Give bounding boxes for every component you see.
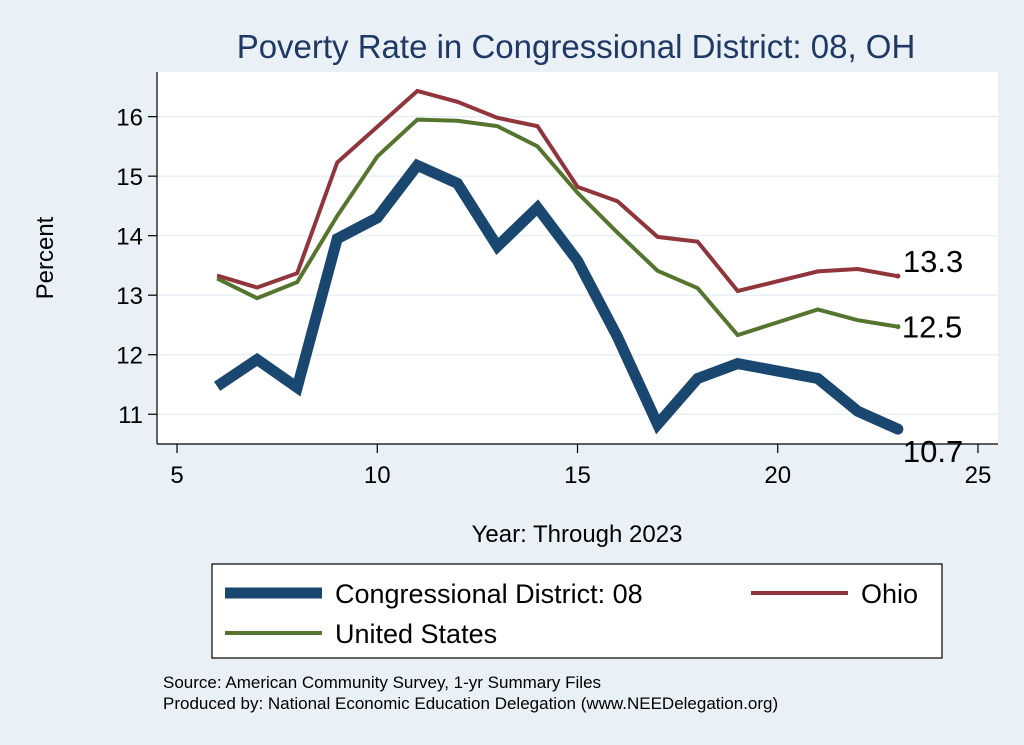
x-ticks: 5 10 15 20 25 bbox=[170, 444, 991, 489]
y-axis-label: Percent bbox=[32, 216, 59, 299]
legend: Congressional District: 08 Ohio United S… bbox=[211, 563, 943, 659]
y-ticks: 11 12 13 14 15 16 bbox=[116, 105, 157, 429]
y-tick-label-13: 13 bbox=[116, 283, 143, 310]
x-tick-label-10: 10 bbox=[364, 462, 391, 489]
y-tick-label-11: 11 bbox=[118, 402, 143, 429]
end-labels: 12.5 13.3 10.7 bbox=[902, 244, 963, 469]
legend-label-district: Congressional District: 08 bbox=[335, 579, 643, 609]
y-tick-label-16: 16 bbox=[116, 105, 143, 132]
series-end-marker-congressional-district-08 bbox=[892, 423, 904, 435]
x-tick-label-25: 25 bbox=[965, 462, 992, 489]
end-label-congressional-district-08: 10.7 bbox=[903, 434, 963, 469]
legend-label-ohio: Ohio bbox=[861, 579, 918, 609]
end-label-united-states: 12.5 bbox=[902, 310, 962, 345]
series-end-marker-ohio bbox=[895, 273, 901, 279]
y-tick-label-15: 15 bbox=[116, 164, 143, 191]
producer-line: Produced by: National Economic Education… bbox=[163, 694, 778, 713]
x-tick-label-20: 20 bbox=[764, 462, 791, 489]
y-tick-label-12: 12 bbox=[116, 343, 143, 370]
series-line-congressional-district-08 bbox=[214, 158, 901, 435]
legend-label-us: United States bbox=[335, 619, 497, 649]
end-label-ohio: 13.3 bbox=[903, 244, 963, 279]
source-line: Source: American Community Survey, 1-yr … bbox=[163, 673, 601, 692]
series-end-marker-united-states bbox=[895, 324, 901, 330]
x-tick-label-5: 5 bbox=[170, 462, 183, 489]
grid-lines bbox=[157, 116, 998, 415]
series-group bbox=[214, 88, 904, 435]
legend-box bbox=[211, 563, 943, 659]
y-tick-label-14: 14 bbox=[116, 224, 143, 251]
x-tick-label-15: 15 bbox=[564, 462, 591, 489]
series-line-ohio bbox=[216, 88, 899, 294]
series-line-united-states bbox=[216, 117, 899, 338]
chart-title: Poverty Rate in Congressional District: … bbox=[237, 28, 916, 65]
x-axis-label: Year: Through 2023 bbox=[472, 521, 683, 548]
